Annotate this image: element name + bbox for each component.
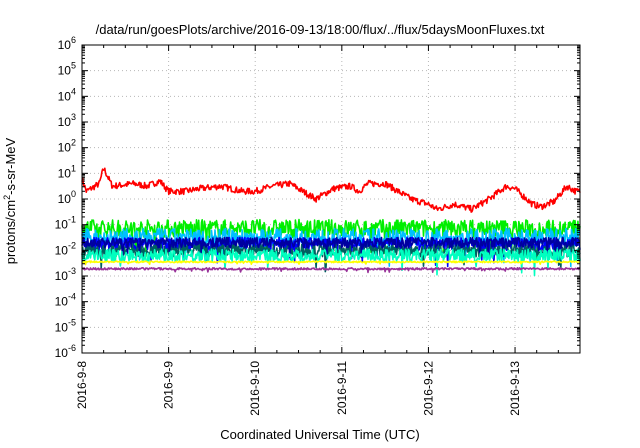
y-tick-label: 103 (58, 112, 76, 129)
y-tick-label: 106 (58, 35, 76, 52)
x-tick-label: 2016-9-11 (335, 361, 349, 415)
series-line-6 (81, 236, 581, 261)
y-tick-label: 100 (58, 189, 76, 206)
series-line-9 (81, 266, 581, 274)
y-axis-label-sup: 2 (1, 194, 12, 200)
series-layer (81, 167, 581, 277)
y-tick-label: 105 (58, 61, 76, 78)
y-tick-label: 10-6 (55, 343, 76, 360)
series-line-7 (81, 248, 581, 277)
grid-lines (81, 44, 580, 354)
chart-title: /data/run/goesPlots/archive/2016-09-13/1… (95, 22, 545, 37)
x-tick-label: 2016-9-9 (162, 361, 176, 409)
y-tick-label: 10-5 (55, 317, 76, 334)
x-tick-label: 2016-9-13 (508, 361, 522, 416)
series-line-8 (81, 260, 581, 266)
x-tick-label: 2016-9-10 (248, 361, 262, 416)
y-tick-label: 10-1 (55, 215, 76, 232)
y-axis-label-rest: -s-sr-MeV (3, 137, 19, 195)
y-tick-label: 102 (58, 138, 76, 155)
x-axis-label: Coordinated Universal Time (UTC) (220, 427, 420, 442)
x-tick-label: 2016-9-8 (75, 361, 89, 409)
y-tick-label: 101 (58, 163, 76, 180)
y-tick-label: 10-4 (55, 292, 76, 309)
y-tick-label: 10-3 (55, 266, 76, 283)
y-tick-label: 104 (58, 86, 76, 103)
series-line-1 (81, 167, 581, 213)
y-tick-label: 10-2 (55, 240, 76, 257)
axis-ticks: 10-6 10-5 10-4 10-3 10-2 10-1 100 101 102 103 104 1… (55, 35, 580, 416)
y-axis-label-base: protons/cm (3, 199, 19, 265)
x-tick-label: 2016-9-12 (421, 361, 435, 416)
